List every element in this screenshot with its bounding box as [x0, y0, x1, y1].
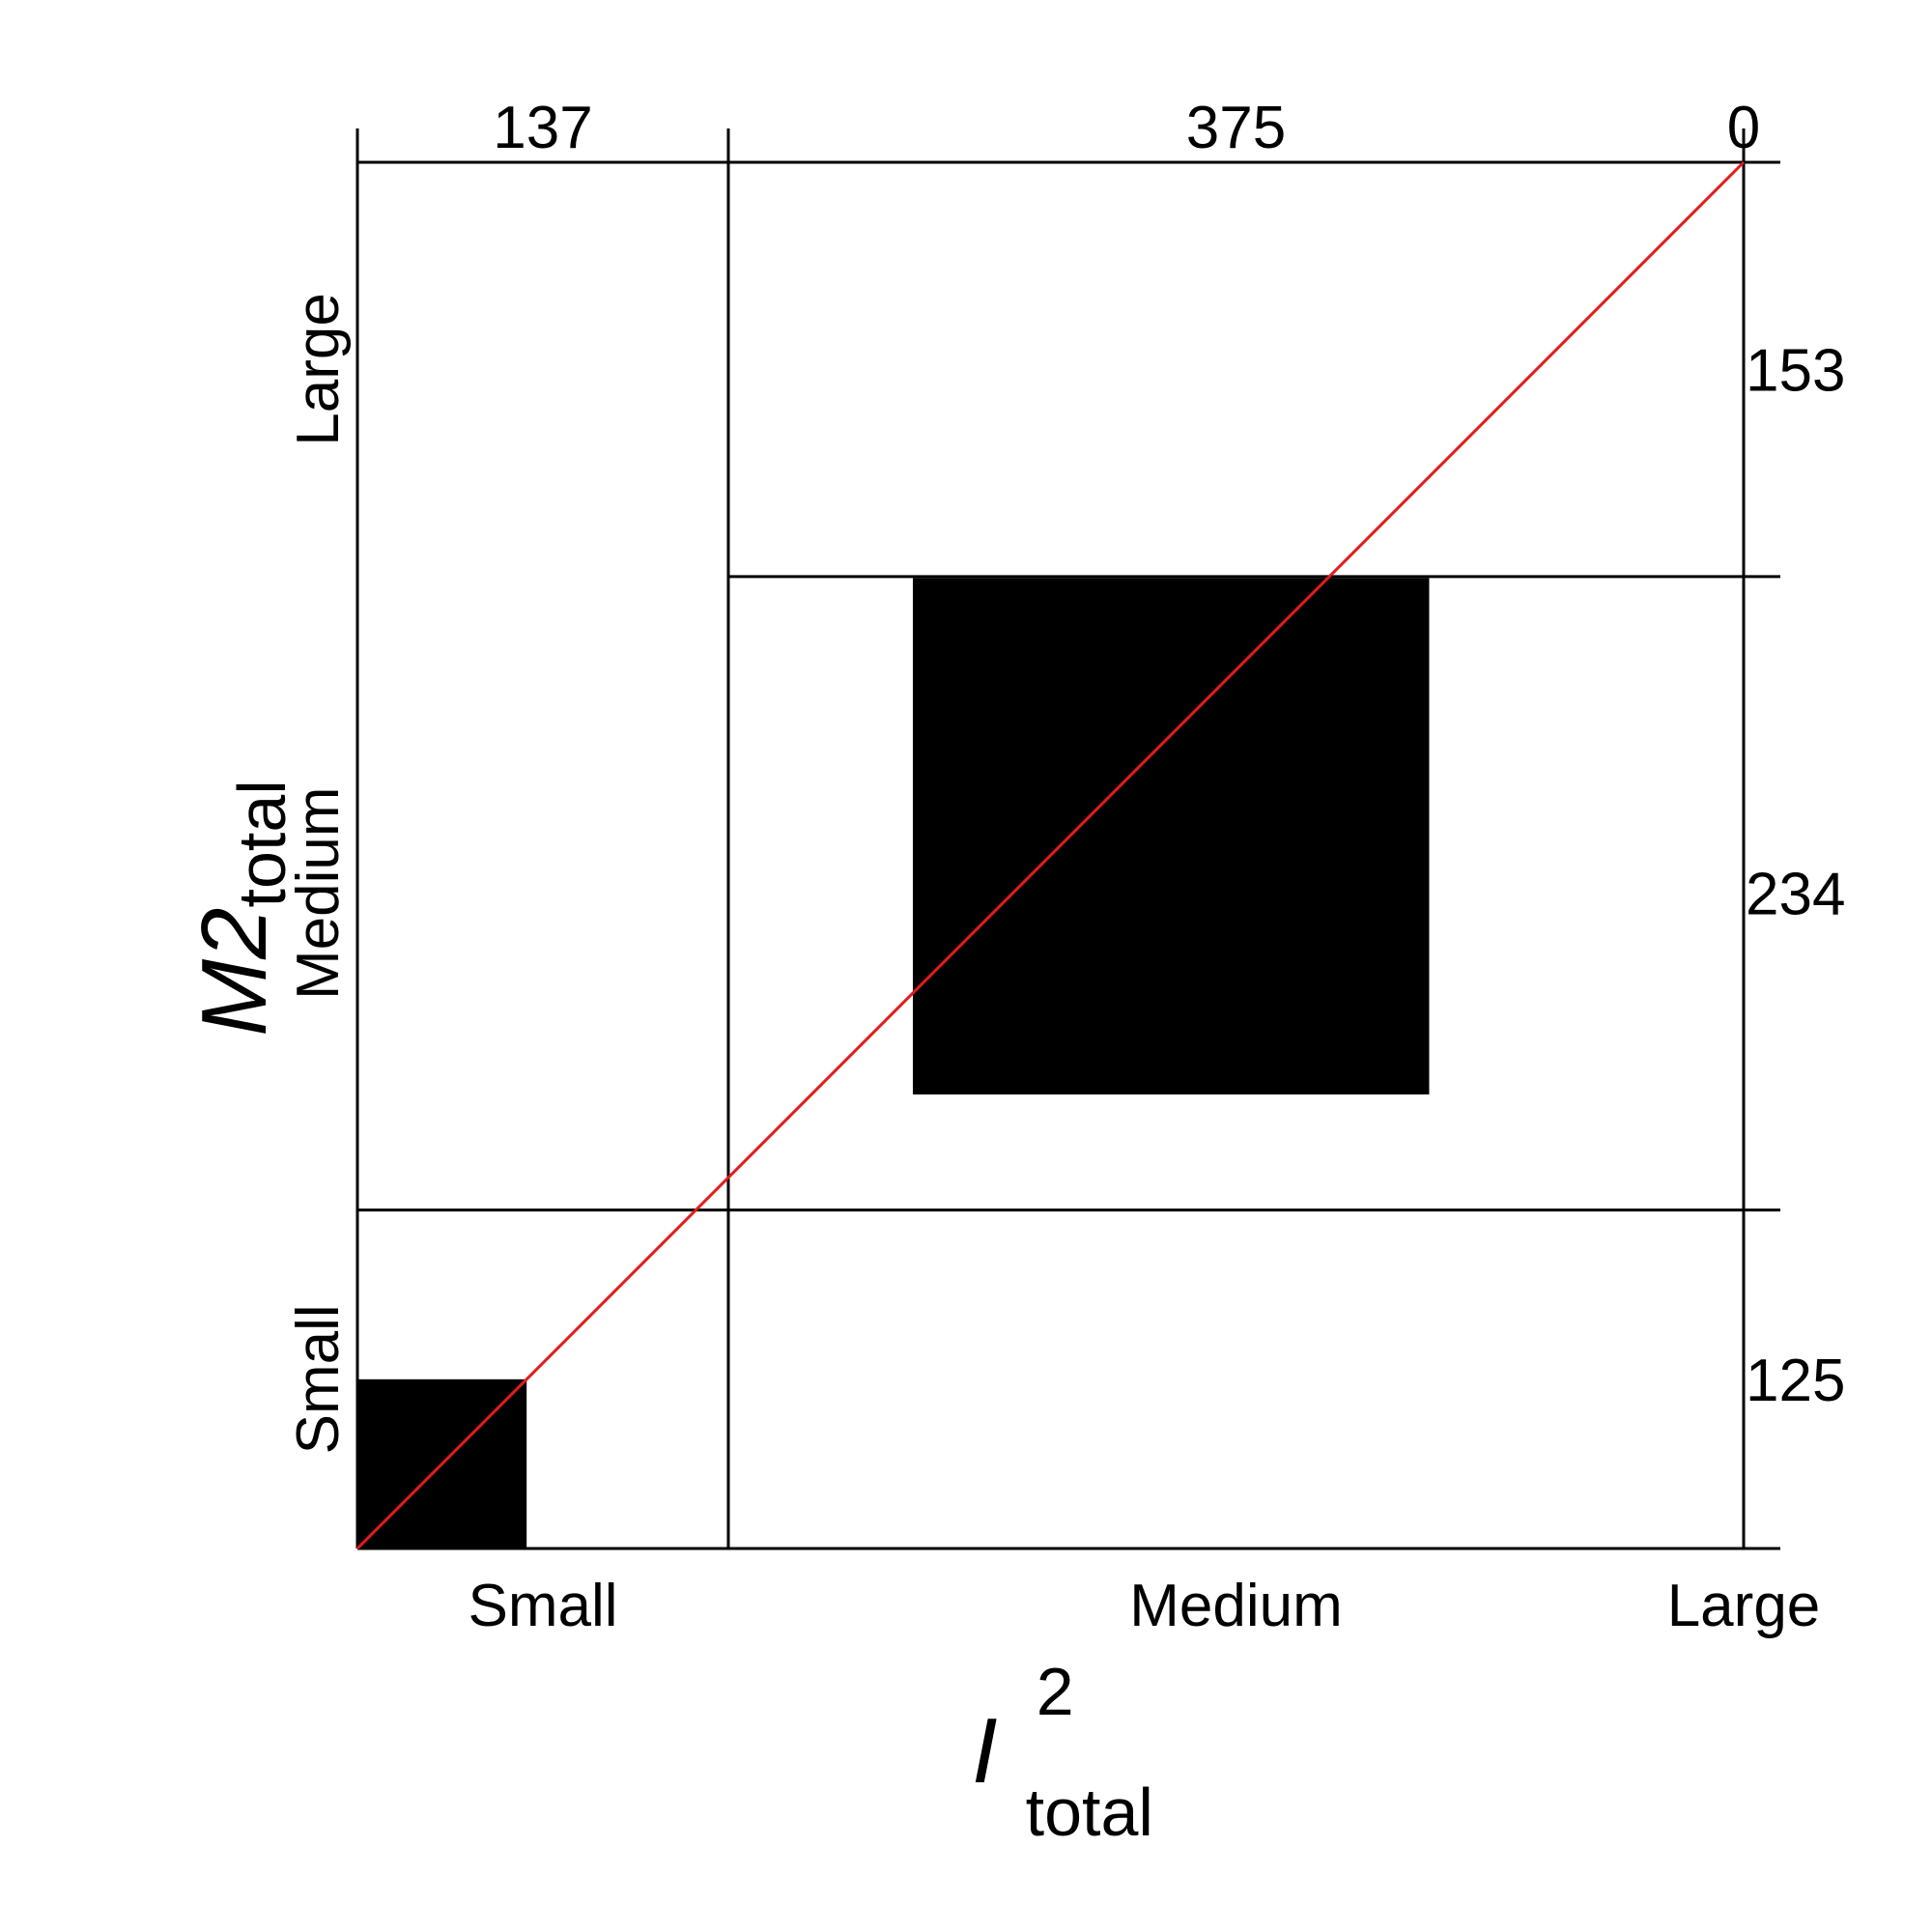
- x-category-labels: Small Medium Large: [468, 1573, 1820, 1639]
- column-total-label: 137: [493, 95, 592, 161]
- y-category-label: Medium: [285, 786, 352, 1000]
- y-axis-title: M2total: [183, 780, 299, 1037]
- row-total-label: 125: [1746, 1348, 1845, 1414]
- row-total-label: 234: [1746, 862, 1845, 928]
- column-total-label: 0: [1727, 95, 1760, 161]
- filled-cell-medium-medium: [912, 578, 1430, 1094]
- x-axis-title-sub: total: [1026, 1775, 1153, 1850]
- column-total-labels: 137 375 0: [493, 95, 1760, 161]
- diagonal-line: [355, 160, 1746, 1550]
- y-axis-title-sub: total: [224, 780, 299, 907]
- filled-cells: [357, 578, 1430, 1548]
- row-total-label: 153: [1746, 337, 1845, 404]
- x-category-label: Medium: [1129, 1573, 1343, 1639]
- row-total-labels: 125 234 153: [1746, 337, 1845, 1413]
- column-total-label: 375: [1186, 95, 1286, 161]
- x-axis-title: I2 total: [972, 1654, 1153, 1850]
- y-category-label: Small: [285, 1304, 352, 1454]
- y-category-labels: Small Medium Large: [285, 293, 352, 1454]
- y-axis-title-main: M2: [183, 907, 286, 1036]
- cell-borders: [355, 128, 1780, 1550]
- y-category-label: Large: [285, 293, 352, 446]
- x-category-label: Large: [1667, 1573, 1821, 1639]
- x-axis-title-main: I: [972, 1699, 998, 1803]
- x-category-label: Small: [468, 1573, 617, 1639]
- x-axis-title-sup: 2: [1037, 1654, 1074, 1729]
